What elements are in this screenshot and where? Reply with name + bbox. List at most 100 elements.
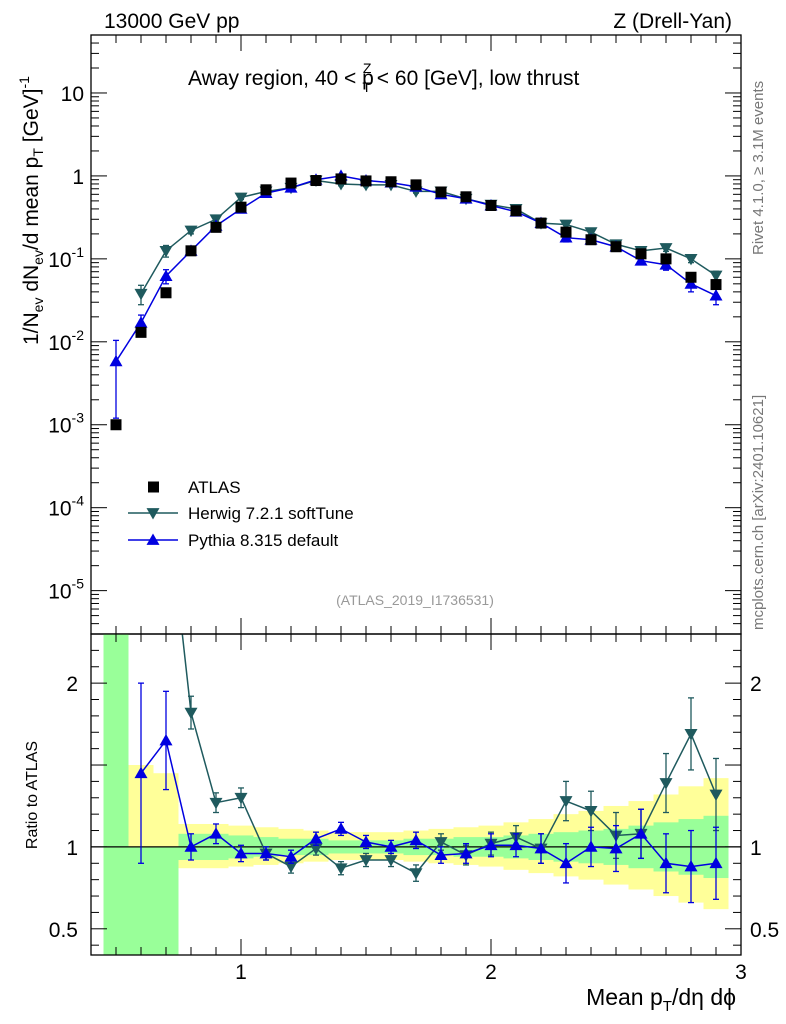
legend-label: Pythia 8.315 default — [188, 531, 339, 550]
x-tick-label: 3 — [735, 961, 747, 984]
pythia-ratio-point — [434, 848, 448, 860]
main-plot: 10-5 10-4 10-3 10-2 10-1 1 10 — [48, 34, 742, 635]
atlas-point — [135, 326, 147, 338]
ratio-band-green — [103, 634, 129, 955]
title-sub: T — [362, 79, 371, 95]
herwig-ratio-point — [684, 729, 698, 741]
pythia-ratio-point — [534, 842, 548, 854]
y-tick-label: 1 — [72, 166, 84, 189]
y-axis: 10-5 10-4 10-3 10-2 10-1 1 10 — [48, 34, 741, 635]
legend-label: Herwig 7.2.1 softTune — [188, 504, 354, 523]
herwig-ratio-point — [135, 514, 148, 525]
herwig-point — [234, 192, 248, 204]
ratio-y-axis: 0.5 0.5 1 1 2 2 — [49, 649, 779, 946]
atlas-point — [160, 287, 172, 299]
ratio-y-tick-label-right: 0.5 — [750, 919, 779, 942]
herwig-ratio-point — [709, 789, 723, 801]
y-tick-label: 10-3 — [48, 410, 84, 438]
pythia-ratio-point — [584, 840, 598, 852]
header-right: Z (Drell-Yan) — [613, 10, 732, 33]
herwig-point — [159, 245, 173, 258]
herwig-ratio-point — [434, 837, 448, 849]
herwig-point — [684, 253, 698, 266]
herwig-ratio-point — [584, 806, 598, 818]
atlas-point — [685, 271, 697, 283]
atlas-point — [660, 253, 672, 265]
header-left: 13000 GeV pp — [104, 10, 239, 33]
pythia-ratio-point — [409, 833, 423, 846]
pythia-point — [159, 269, 173, 281]
pythia-ratio-point — [684, 860, 698, 872]
herwig-series — [134, 175, 723, 306]
y-tick-label: 10 — [61, 83, 84, 106]
atlas-point — [410, 179, 422, 191]
x-tick-label: 2 — [485, 961, 497, 984]
herwig-point — [184, 225, 198, 237]
plot-title: Away region, 40 < pZ T < 60 [GeV], low th… — [188, 60, 579, 95]
atlas-point — [460, 191, 472, 203]
atlas-series — [110, 173, 722, 431]
atlas-point — [285, 177, 297, 189]
pythia-line — [115, 175, 717, 362]
x-axis-label: Mean pT/dη dϕ — [586, 984, 736, 1015]
atlas-point — [710, 279, 722, 291]
title-prefix: Away region, 40 < p — [188, 67, 374, 90]
herwig-point — [709, 270, 723, 283]
pythia-ratio-point — [634, 827, 648, 839]
pythia-ratio-point — [134, 766, 148, 779]
pythia-ratio-point — [459, 846, 473, 859]
legend-marker — [146, 508, 160, 520]
herwig-ratio-point — [359, 855, 373, 867]
herwig-ratio-point — [184, 707, 198, 720]
herwig-point — [659, 243, 673, 255]
herwig-ratio-point — [409, 868, 423, 880]
title-suffix: < 60 [GeV], low thrust — [371, 67, 580, 90]
atlas-point — [260, 184, 272, 196]
pythia-ratio-point — [159, 733, 173, 746]
herwig-ratio-point — [209, 797, 223, 810]
atlas-point — [435, 186, 447, 198]
pythia-ratio-point — [309, 832, 323, 844]
atlas-point — [335, 173, 347, 185]
atlas-point — [610, 241, 622, 253]
pythia-point — [684, 277, 698, 289]
ratio-frame — [90, 633, 742, 956]
atlas-point — [535, 217, 547, 229]
ratio-y-tick-label: 2 — [66, 673, 78, 696]
legend: ATLAS Herwig 7.2.1 softTune Pythia 8.315 d… — [128, 478, 354, 550]
pythia-ratio-point — [659, 856, 673, 869]
pythia-ratio-line — [140, 738, 717, 868]
pythia-ratio-point — [609, 842, 623, 854]
atlas-point — [635, 248, 647, 260]
pythia-ratio-point — [484, 838, 498, 851]
pythia-series — [109, 169, 723, 419]
herwig-ratio-point — [234, 792, 248, 805]
y-tick-label: 10-5 — [48, 576, 84, 604]
pythia-point — [634, 254, 648, 266]
pythia-ratio-point — [184, 840, 198, 852]
ratio-y-tick-label-right: 1 — [750, 837, 762, 860]
pythia-ratio-point — [559, 856, 573, 869]
side-label-bottom: mcplots.cern.ch [arXiv:2401.10621] — [750, 395, 767, 630]
y-tick-label: 10-2 — [48, 327, 84, 355]
pythia-ratio-point — [284, 850, 298, 862]
pythia-ratio-point — [384, 840, 398, 852]
pythia-ratio-point — [509, 838, 523, 851]
pythia-ratio-point — [334, 822, 348, 834]
herwig-ratio-point — [659, 778, 673, 790]
atlas-point — [185, 245, 197, 257]
atlas-point — [485, 199, 497, 211]
ratio-y-axis-label: Ratio to ATLAS — [24, 741, 41, 849]
pythia-ratio-point — [709, 856, 723, 869]
ratio-bands — [103, 634, 729, 955]
x-axis: 1 2 3 — [90, 35, 747, 984]
herwig-ratio-point — [559, 796, 573, 808]
herwig-point — [559, 219, 573, 231]
pythia-ratio-point — [359, 835, 373, 847]
legend-label: ATLAS — [188, 478, 241, 497]
atlas-point — [310, 175, 322, 187]
herwig-line — [140, 179, 717, 295]
ratio-band-green — [128, 846, 154, 955]
atlas-point — [210, 221, 222, 233]
